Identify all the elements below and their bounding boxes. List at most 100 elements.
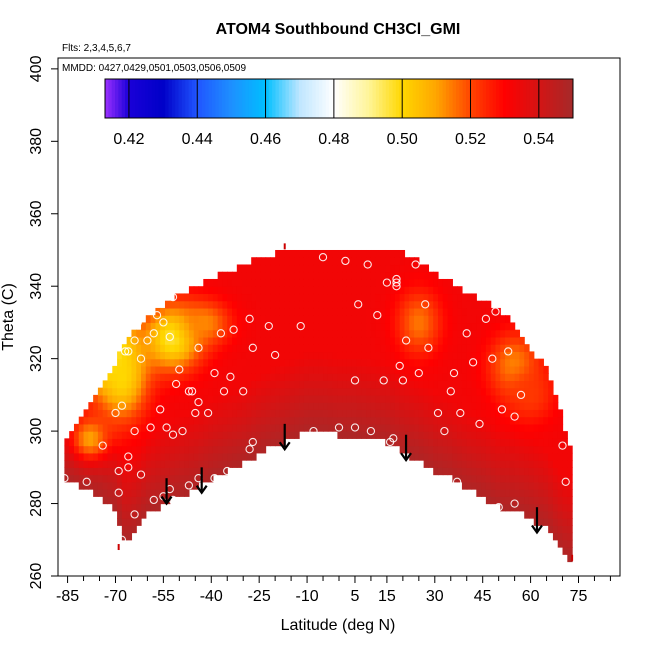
- heatmap-cell: [428, 293, 434, 302]
- heatmap-cell: [251, 373, 257, 381]
- heatmap-cell: [414, 322, 420, 331]
- heatmap-cell: [519, 431, 525, 439]
- heatmap-cell: [361, 380, 367, 389]
- heatmap-cell: [174, 358, 180, 367]
- heatmap-cell: [495, 329, 501, 338]
- heatmap-cell: [346, 394, 353, 403]
- heatmap-cell: [303, 315, 310, 324]
- heatmap-cell: [461, 474, 468, 483]
- heatmap-cell: [289, 380, 295, 389]
- heatmap-cell: [117, 365, 123, 374]
- heatmap-cell: [351, 431, 358, 439]
- heatmap-cell: [390, 387, 396, 396]
- heatmap-cell: [528, 365, 535, 374]
- heatmap-cell: [150, 315, 156, 324]
- heatmap-cell: [188, 344, 195, 353]
- heatmap-cell: [390, 394, 396, 403]
- heatmap-cell: [141, 452, 147, 461]
- heatmap-cell: [351, 271, 358, 280]
- heatmap-cell: [418, 286, 425, 295]
- heatmap-cell: [164, 387, 171, 396]
- heatmap-cell: [562, 452, 568, 461]
- heatmap-cell: [461, 387, 468, 396]
- heatmap-cell: [107, 445, 113, 454]
- heatmap-cell: [361, 322, 367, 331]
- heatmap-cell: [519, 380, 525, 389]
- x-tick-label: 45: [474, 588, 492, 605]
- heatmap-cell: [217, 307, 224, 316]
- heatmap-cell: [88, 423, 94, 432]
- heatmap-cell: [500, 387, 506, 396]
- heatmap-cell: [270, 409, 276, 418]
- heatmap-cell: [141, 496, 147, 505]
- heatmap-cell: [260, 394, 267, 403]
- heatmap-cell: [88, 445, 94, 454]
- heatmap-cell: [265, 315, 271, 324]
- colorbar-segment: [258, 79, 263, 118]
- heatmap-cell: [548, 510, 554, 519]
- x-tick-label: -40: [200, 588, 223, 605]
- heatmap-cell: [188, 416, 195, 425]
- heatmap-cell: [303, 278, 310, 287]
- heatmap-cell: [217, 373, 224, 381]
- heatmap-cell: [265, 278, 271, 287]
- heatmap-cell: [255, 278, 262, 287]
- sample-point: [341, 256, 350, 266]
- heatmap-cell: [385, 423, 391, 432]
- heatmap-cell: [313, 358, 319, 367]
- heatmap-cell: [562, 532, 568, 541]
- heatmap-cell: [203, 402, 209, 410]
- sample-point: [114, 466, 123, 476]
- heatmap-cell: [548, 438, 554, 447]
- heatmap-cell: [279, 336, 286, 345]
- heatmap-cell: [385, 307, 391, 316]
- heatmap-cell: [423, 387, 430, 396]
- heatmap-cell: [126, 503, 133, 512]
- heatmap-cell: [567, 518, 573, 526]
- heatmap-cell: [418, 351, 425, 360]
- heatmap-cell: [557, 474, 564, 483]
- heatmap-cell: [141, 460, 147, 468]
- heatmap-cell: [342, 293, 348, 302]
- sample-point: [516, 390, 526, 400]
- heatmap-cell: [342, 322, 348, 331]
- heatmap-cell: [509, 358, 516, 367]
- heatmap-cell: [457, 416, 463, 425]
- heatmap-cell: [457, 394, 463, 403]
- heatmap-cell: [73, 474, 80, 483]
- heatmap-cell: [471, 481, 477, 490]
- heatmap-cell: [184, 402, 190, 410]
- heatmap-cell: [102, 474, 109, 483]
- x-tick-label: -55: [152, 588, 175, 605]
- heatmap-cell: [198, 286, 204, 295]
- heatmap-cell: [141, 344, 147, 353]
- heatmap-cell: [543, 394, 549, 403]
- heatmap-cell: [423, 351, 430, 360]
- heatmap-cell: [543, 387, 549, 396]
- heatmap-cell: [270, 423, 276, 432]
- heatmap-cell: [514, 460, 521, 468]
- heatmap-cell: [246, 423, 252, 432]
- heatmap-cell: [303, 293, 310, 302]
- heatmap-cell: [538, 358, 544, 367]
- colorbar-segment: [328, 79, 333, 118]
- heatmap-cell: [466, 438, 473, 447]
- heatmap-cell: [160, 394, 166, 403]
- heatmap-cell: [447, 438, 453, 447]
- heatmap-cell: [279, 402, 286, 410]
- heatmap-cell: [433, 336, 439, 345]
- colorbar-segment: [245, 79, 250, 118]
- colorbar-segment: [539, 79, 544, 118]
- heatmap-cell: [476, 394, 482, 403]
- heatmap-cell: [543, 416, 549, 425]
- heatmap-cell: [471, 452, 477, 461]
- heatmap-cell: [155, 373, 161, 381]
- heatmap-cell: [323, 394, 329, 403]
- heatmap-cell: [552, 532, 559, 541]
- heatmap-cell: [346, 329, 353, 338]
- heatmap-cell: [476, 336, 482, 345]
- heatmap-cell: [394, 249, 401, 258]
- heatmap-cell: [437, 358, 444, 367]
- heatmap-cell: [466, 402, 473, 410]
- heatmap-cell: [227, 438, 233, 447]
